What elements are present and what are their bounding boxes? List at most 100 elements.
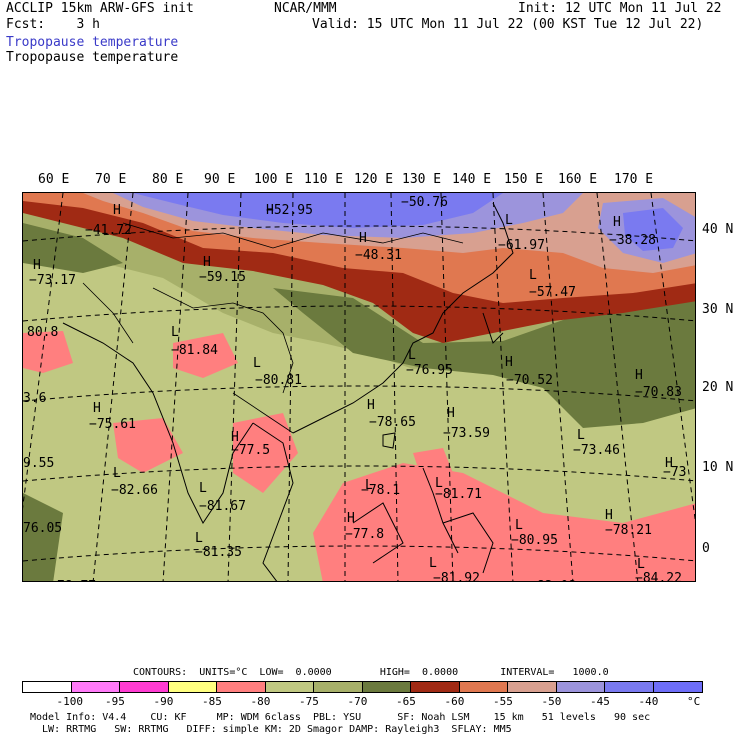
extremum-value: −82.66 <box>111 483 158 498</box>
tropopause-temperature-map <box>23 193 695 581</box>
extremum-value: −78.21 <box>605 523 652 538</box>
shading-minus80-south <box>313 463 695 581</box>
borders <box>82 222 464 434</box>
extremum-value: −81.71 <box>435 487 482 502</box>
extremum-marker: H <box>505 355 513 370</box>
extremum-value: −75.61 <box>89 417 136 432</box>
extremum-value: −81.35 <box>195 545 242 560</box>
colorbar-swatch <box>361 681 412 693</box>
model-info-line1: Model Info: V4.4 CU: KF MP: WDM 6class P… <box>30 712 651 723</box>
extremum-marker: L <box>515 518 523 533</box>
header-forecast-hour: Fcst: 3 h <box>6 17 100 32</box>
extremum-value: −48.31 <box>355 248 402 263</box>
extremum-marker: H <box>605 508 613 523</box>
extremum-value: −73.46 <box>573 443 620 458</box>
extremum-value: −61.97 <box>498 238 545 253</box>
colorbar-swatch <box>313 681 363 693</box>
longitude-label: 170 E <box>614 172 654 187</box>
field-title-shaded: Tropopause temperature <box>6 35 179 50</box>
extremum-value: −73.59 <box>443 426 490 441</box>
extremum-value: −80.81 <box>255 373 302 388</box>
extremum-marker: H <box>447 406 455 421</box>
longitude-label: 160 E <box>558 172 598 187</box>
extremum-value: −38.28 <box>609 233 656 248</box>
colorbar-label: -60 <box>444 695 465 708</box>
extremum-marker: H <box>635 368 643 383</box>
extremum-value: −81.84 <box>171 343 218 358</box>
extremum-value: −81.67 <box>199 499 246 514</box>
extremum-value: 9.55 <box>23 456 55 471</box>
colorbar-label: -55 <box>493 695 513 708</box>
extremum-marker: H <box>613 215 621 230</box>
extremum-value: 3.6 <box>23 391 47 406</box>
extremum-marker: H <box>359 231 367 246</box>
field-title-contour: Tropopause temperature <box>6 50 179 65</box>
extremum-marker: H <box>367 398 375 413</box>
longitude-label: 100 E <box>254 172 294 187</box>
colorbar-label: -50 <box>541 695 562 708</box>
extremum-marker: H <box>203 255 211 270</box>
extremum-marker: H <box>93 401 101 416</box>
extremum-marker: L <box>429 556 437 571</box>
extremum-marker: L <box>435 476 443 491</box>
extremum-value: −76.95 <box>406 363 453 378</box>
header-title: ACCLIP 15km ARW-GFS init <box>6 1 194 16</box>
longitude-label: 110 E <box>304 172 344 187</box>
colorbar-swatch <box>119 681 169 693</box>
extremum-marker: L <box>113 466 121 481</box>
colorbar-swatch <box>652 681 703 693</box>
extremum-value: 82.08 <box>537 579 576 581</box>
extremum-value: −78.65 <box>369 415 416 430</box>
longitude-label: 80 E <box>152 172 184 187</box>
extremum-value: −80.95 <box>511 533 558 548</box>
shading-minus80-west <box>23 331 73 373</box>
colorbar-swatch <box>22 681 72 693</box>
longitude-label: 70 E <box>95 172 127 187</box>
shading-minus80-scs <box>413 448 453 483</box>
extremum-marker: H <box>33 258 41 273</box>
coastlines <box>62 202 514 581</box>
colorbar-label: -100 <box>56 695 84 708</box>
header-valid-time: Valid: 15 UTC Mon 11 Jul 22 (00 KST Tue … <box>312 17 704 32</box>
extremum-value: −77.8 <box>345 527 385 542</box>
colorbar-swatch <box>167 681 218 693</box>
extremum-value: −50.76 <box>401 195 448 210</box>
extremum-value: 80.8 <box>27 325 59 340</box>
graticule <box>23 193 695 581</box>
extremum-value: −41.72 <box>85 223 132 238</box>
colorbar-swatch <box>458 681 509 693</box>
model-info-line2: LW: RRTMG SW: RRTMG DIFF: simple KM: 2D … <box>30 724 512 735</box>
extremum-marker: L <box>365 478 373 493</box>
extremum-marker: L <box>637 557 645 572</box>
extremum-marker: L <box>408 348 416 363</box>
extremum-value: −59.15 <box>199 270 246 285</box>
extremum-value: −70.83 <box>635 385 682 400</box>
latitude-label: 20 N <box>702 380 734 395</box>
longitude-label: 90 E <box>204 172 236 187</box>
extremum-marker: L <box>253 356 261 371</box>
colorbar-label: -90 <box>153 695 174 708</box>
colorbar-label: -85 <box>202 695 222 708</box>
colorbar-label: -45 <box>590 695 610 708</box>
extremum-value: −84.22 <box>635 571 682 582</box>
colorbar-swatch <box>555 681 606 693</box>
extremum-value: 76.05 <box>23 521 63 536</box>
extremum-marker: L <box>199 481 207 496</box>
latitude-label: 30 N <box>702 302 734 317</box>
colorbar-label: -75 <box>299 695 319 708</box>
extremum-marker: L <box>505 213 513 228</box>
extremum-value: −81.92 <box>433 571 480 582</box>
extremum-marker: H <box>231 430 239 445</box>
extremum-value: −78.1 <box>361 483 401 498</box>
shading-minus65-sw <box>23 493 63 581</box>
colorbar-swatch <box>216 681 266 693</box>
extremum-marker: L <box>195 531 203 546</box>
extremum-value: 78.77 <box>57 579 96 581</box>
colorbar-swatch <box>264 681 315 693</box>
extremum-marker: H <box>113 203 121 218</box>
header-init-time: Init: 12 UTC Mon 11 Jul 22 <box>518 1 722 16</box>
shading-pacific-core <box>623 208 683 251</box>
extremum-marker: H <box>665 456 673 471</box>
colorbar-label: -70 <box>347 695 368 708</box>
map-panel: H −41.72 H −52.95 −50.76 H −48.31 H −59.15 L −61.9… <box>22 192 696 582</box>
